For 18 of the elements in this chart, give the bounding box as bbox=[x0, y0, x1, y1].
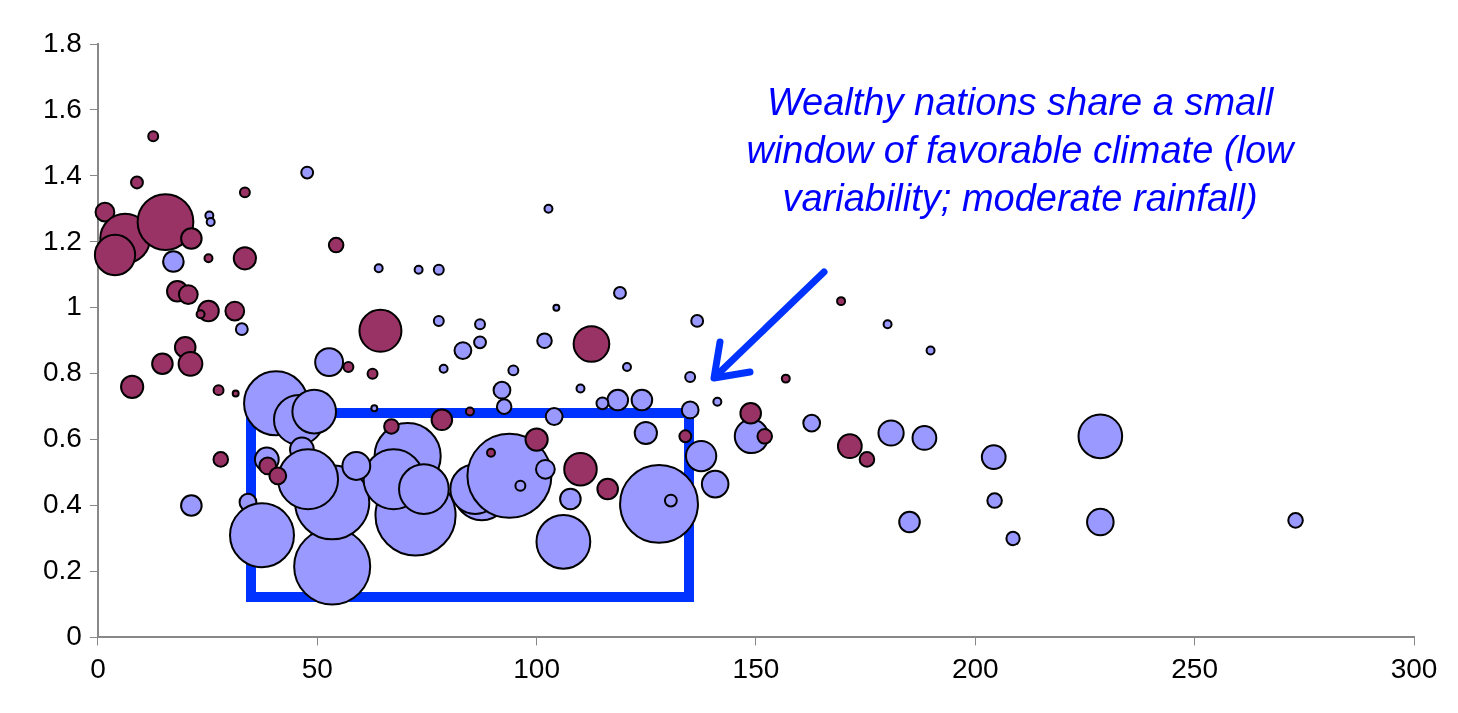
annotation: Wealthy nations share a small window of favorable climate (low variability; moderate rainfall) bbox=[745, 80, 1297, 221]
x-tick-label: 250 bbox=[1171, 652, 1219, 684]
x-tick-label: 200 bbox=[951, 652, 999, 684]
y-tick-label: 0.2 bbox=[42, 554, 82, 586]
y-tick-label: 1.6 bbox=[42, 92, 82, 124]
y-tick-label: 1.4 bbox=[42, 158, 82, 190]
y-tick-label: 0.8 bbox=[42, 356, 82, 388]
y-tick-label: 0.4 bbox=[42, 488, 82, 520]
x-tick-label: 300 bbox=[1390, 652, 1438, 684]
y-tick-label: 1 bbox=[66, 290, 82, 322]
y-tick-label: 0 bbox=[66, 620, 82, 652]
x-tick-label: 50 bbox=[301, 652, 333, 684]
y-tick-label: 0.6 bbox=[42, 422, 82, 454]
y-tick-label: 1.2 bbox=[42, 224, 82, 256]
x-tick-label: 150 bbox=[732, 652, 780, 684]
x-tick-label: 100 bbox=[513, 652, 560, 684]
y-tick-label: 1.8 bbox=[42, 26, 82, 58]
x-tick-label: 0 bbox=[90, 652, 106, 684]
